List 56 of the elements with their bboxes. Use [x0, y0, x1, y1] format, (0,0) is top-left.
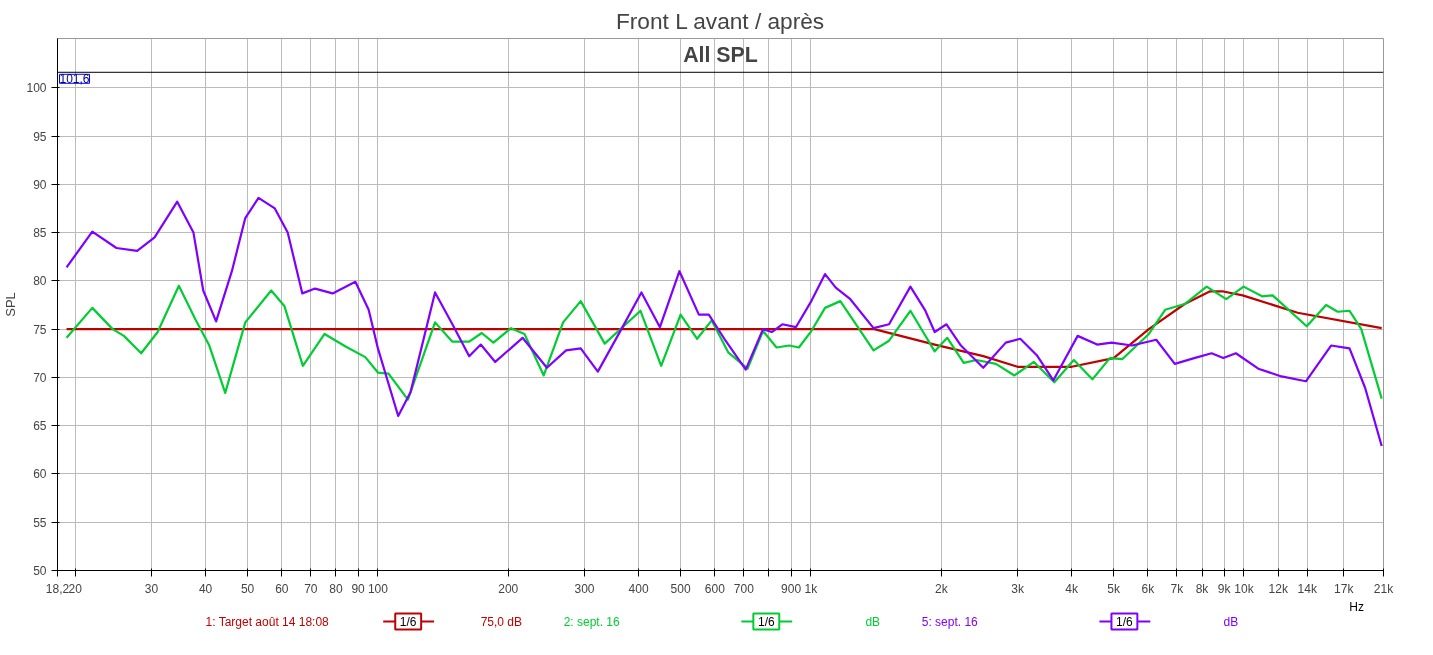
x-tick-label: 700	[733, 581, 755, 596]
text: 1/6	[757, 614, 775, 629]
y-tick-label: 90	[33, 177, 47, 192]
y-tick-label: 75	[33, 322, 47, 337]
x-tick-label: 2k	[934, 581, 949, 596]
x-tick-label: 17k	[1334, 581, 1355, 596]
text: dB	[1223, 614, 1239, 629]
x-tick-label: 14k	[1297, 581, 1318, 596]
x-tick-label: 100	[367, 581, 389, 596]
x-tick-label: 70	[304, 581, 318, 596]
x-tick-label: 18,2	[45, 581, 70, 596]
x-tick-label: 200	[498, 581, 519, 596]
y-tick-label: 50	[33, 564, 47, 578]
y-tick-label: 55	[33, 515, 47, 530]
text: 5: sept. 16	[921, 614, 979, 629]
y-tick-label: 80	[33, 274, 47, 289]
y-tick-label: 70	[33, 370, 47, 385]
y-tick-label: 65	[33, 419, 47, 434]
x-tick-label: 20	[68, 581, 83, 596]
ref-line-label: 101,6	[59, 72, 90, 87]
x-tick-label: 50	[240, 581, 255, 596]
x-tick-label: 80	[329, 581, 343, 596]
x-tick-label: 21k	[1373, 581, 1395, 596]
x-tick-label: 12k	[1268, 581, 1289, 596]
x-tick-label: 10k	[1234, 581, 1255, 596]
text: 1/6	[399, 614, 417, 629]
annotation: All SPL	[683, 42, 758, 67]
x-tick-label: 6k	[1141, 581, 1156, 596]
text: 1/6	[1116, 614, 1134, 629]
x-tick-label: 30	[144, 581, 159, 596]
x-tick-label: 60	[275, 581, 289, 596]
x-tick-label: 5k	[1107, 581, 1121, 596]
x-tick-label: 4k	[1065, 581, 1079, 596]
y-axis-title: SPL	[3, 292, 19, 317]
text: dB	[865, 614, 881, 629]
y-tick-label: 95	[33, 129, 47, 144]
y-tick-label: 100	[26, 81, 47, 96]
x-tick-label: 600	[704, 581, 726, 596]
text: 75,0 dB	[480, 614, 523, 629]
x-axis-title: Hz	[1349, 599, 1364, 614]
y-tick-label: 60	[33, 467, 47, 482]
x-tick-label: 40	[198, 581, 213, 596]
y-tick-label: 85	[33, 226, 47, 241]
x-tick-label: 90	[351, 581, 366, 596]
x-tick-label: 300	[574, 581, 595, 596]
chart-title: Front L avant / après	[615, 7, 825, 34]
x-tick-label: 8k	[1195, 581, 1210, 596]
text: 2: sept. 16	[563, 614, 621, 629]
x-tick-label: 400	[628, 581, 649, 596]
x-tick-label: 9k	[1217, 581, 1232, 596]
x-tick-label: 500	[670, 581, 691, 596]
x-tick-label: 1k	[804, 581, 819, 596]
x-tick-label: 3k	[1011, 581, 1025, 596]
x-tick-label: 900	[781, 581, 802, 596]
x-tick-label: 7k	[1170, 581, 1185, 596]
text: 1: Target août 14 18:08	[205, 614, 330, 629]
